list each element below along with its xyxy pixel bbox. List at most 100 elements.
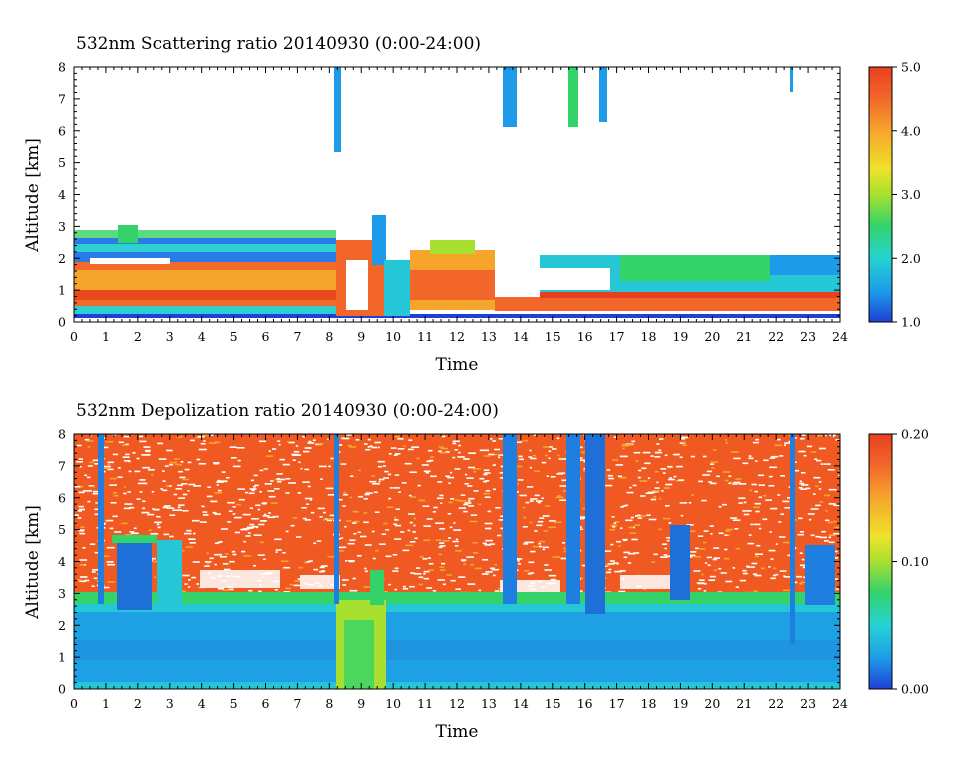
noise-speck — [79, 466, 82, 468]
noise-speck — [607, 474, 613, 477]
noise-speck — [533, 434, 537, 436]
noise-speck — [175, 488, 182, 490]
noise-speck — [387, 473, 392, 476]
noise-speck — [124, 503, 133, 505]
noise-speck — [397, 438, 404, 440]
noise-speck — [292, 459, 296, 461]
noise-speck — [232, 513, 236, 515]
noise-speck — [193, 485, 201, 487]
noise-speck — [485, 449, 489, 452]
noise-speck — [452, 540, 459, 543]
noise-speck — [780, 475, 785, 477]
noise-speck — [441, 522, 444, 524]
noise-speck — [203, 440, 206, 442]
noise-speck — [742, 462, 749, 465]
noise-speck — [815, 504, 821, 507]
noise-speck — [695, 547, 699, 550]
depolarization-y-tick-label: 0 — [58, 682, 66, 697]
noise-speck — [225, 553, 229, 555]
noise-speck — [442, 540, 450, 542]
noise-speck — [529, 572, 535, 574]
noise-speck — [665, 483, 671, 486]
noise-speck — [253, 534, 262, 536]
depolarization-x-tick-label: 13 — [481, 696, 497, 711]
noise-speck — [467, 583, 476, 585]
depolarization-x-tick-label: 4 — [198, 696, 206, 711]
noise-speck — [466, 556, 474, 558]
noise-speck — [549, 446, 553, 448]
noise-speck — [682, 444, 687, 446]
noise-speck — [274, 488, 280, 490]
noise-speck — [282, 463, 290, 466]
noise-speck — [618, 590, 626, 593]
noise-speck — [606, 571, 612, 574]
noise-speck — [337, 546, 344, 549]
scattering-y-ticks: 0 1 2 3 4 5 6 7 8 — [58, 60, 840, 330]
noise-speck — [121, 522, 128, 525]
noise-speck — [258, 590, 262, 593]
noise-speck — [310, 511, 315, 514]
noise-speck — [349, 539, 356, 541]
noise-speck — [394, 567, 399, 570]
scattering-aerosol-green-edge — [74, 230, 336, 238]
noise-speck — [236, 447, 245, 449]
noise-speck — [163, 505, 171, 507]
noise-speck — [672, 453, 679, 456]
noise-speck — [829, 434, 837, 436]
noise-speck — [725, 580, 733, 583]
noise-speck — [807, 513, 815, 515]
noise-speck — [237, 459, 241, 462]
noise-speck — [102, 555, 110, 557]
noise-speck — [555, 496, 564, 499]
noise-speck — [660, 556, 668, 558]
noise-speck — [769, 531, 772, 533]
noise-speck — [414, 573, 422, 575]
noise-speck — [203, 514, 209, 516]
noise-speck — [245, 535, 251, 537]
noise-speck — [229, 560, 235, 563]
noise-speck — [712, 558, 717, 561]
noise-speck — [267, 516, 276, 519]
noise-speck — [346, 520, 352, 522]
noise-speck — [189, 542, 196, 544]
noise-speck — [647, 491, 656, 494]
noise-speck — [136, 457, 140, 460]
depolarization-streak-1 — [98, 434, 104, 604]
scattering-ratio-panel: 532nm Scattering ratio 20140930 (0:00-24… — [23, 34, 921, 375]
noise-speck — [243, 540, 246, 543]
noise-speck — [479, 477, 485, 480]
noise-speck — [619, 476, 627, 479]
noise-speck — [395, 453, 401, 455]
noise-speck — [732, 519, 741, 521]
noise-speck — [653, 495, 657, 498]
scattering-low-gap — [495, 262, 540, 297]
noise-speck — [635, 460, 639, 462]
noise-speck — [448, 537, 451, 539]
noise-speck — [610, 524, 617, 527]
noise-speck — [272, 515, 279, 518]
noise-speck — [457, 456, 465, 458]
noise-speck — [217, 541, 221, 544]
noise-speck — [79, 576, 88, 578]
noise-speck — [291, 453, 300, 456]
noise-speck — [708, 579, 715, 581]
noise-speck — [755, 553, 763, 555]
noise-speck — [491, 568, 500, 571]
noise-speck — [201, 505, 205, 508]
noise-speck — [656, 443, 660, 445]
noise-speck — [811, 451, 817, 453]
scattering-convective-plume — [372, 215, 386, 265]
noise-speck — [425, 471, 429, 474]
noise-speck — [307, 447, 312, 449]
noise-speck — [229, 446, 237, 448]
noise-speck — [78, 491, 85, 494]
noise-speck — [452, 440, 460, 443]
noise-speck — [254, 484, 259, 487]
noise-speck — [613, 436, 617, 438]
noise-speck — [478, 503, 482, 506]
noise-speck — [812, 493, 816, 495]
noise-speck — [534, 470, 540, 472]
noise-speck — [123, 507, 131, 510]
noise-speck — [553, 521, 562, 524]
noise-speck — [148, 469, 155, 471]
